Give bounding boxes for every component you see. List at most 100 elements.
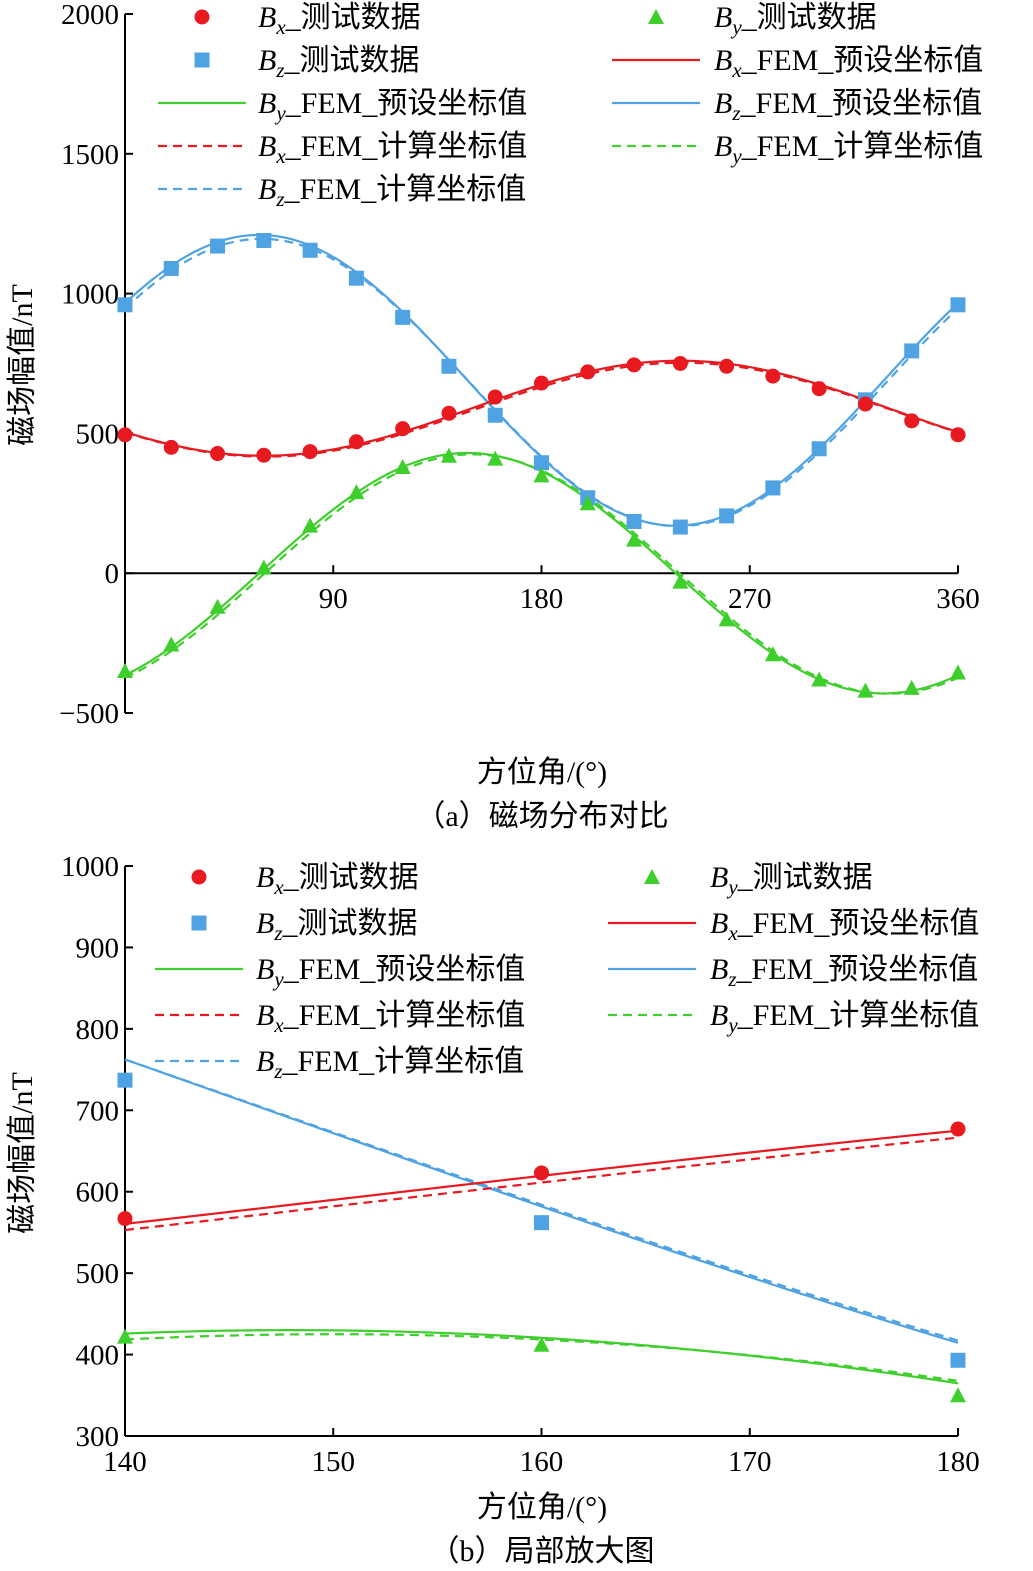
chart-b-point-by-test — [117, 1328, 133, 1344]
chart-a-point-bx-test — [117, 427, 133, 443]
chart-a-point-bz-test — [626, 513, 642, 529]
chart-b-caption: （b）局部放大图 — [430, 1535, 655, 1568]
chart-a-point-bz-test — [395, 309, 411, 325]
chart-b-legend-swatch-by-test — [644, 869, 660, 884]
chart-a-ylabel: 磁场幅值/nT — [6, 284, 39, 446]
chart-a-point-bx-test — [626, 357, 642, 373]
chart-a: 磁场幅值/nT 方位角/(°) （a）磁场分布对比 −500 0 500 1000 15… — [6, 0, 983, 833]
chart-a-xlabel: 方位角/(°) — [477, 756, 607, 789]
chart-b-ytick-label: 800 — [76, 1014, 120, 1046]
chart-a-legend-label-bx-test: Bx_测试数据 — [258, 1, 421, 39]
chart-a-point-by-test — [533, 467, 550, 483]
chart-a-point-bx-test — [441, 405, 457, 421]
chart-b-legend-label-by-fem-calc: By_FEM_计算坐标值 — [710, 999, 979, 1037]
chart-b-legend-label-bx-test: Bx_测试数据 — [256, 861, 419, 899]
chart-a-point-by-test — [348, 484, 365, 500]
chart-b-ytick-label: 500 — [76, 1258, 120, 1290]
chart-a-point-bz-test — [302, 242, 318, 258]
chart-a-point-by-test — [302, 517, 319, 533]
chart-b-ytick-label: 1000 — [61, 851, 119, 883]
chart-a-ytick-label: 1500 — [61, 139, 119, 171]
chart-b-legend-label-bz-fem-preset: Bz_FEM_预设坐标值 — [710, 953, 978, 991]
chart-a-point-by-test — [950, 664, 966, 680]
chart-a-point-bx-test — [534, 375, 549, 391]
chart-b-xtick-label: 140 — [103, 1446, 147, 1478]
chart-a-point-by-test — [579, 495, 596, 511]
chart-a-point-by-test — [440, 447, 457, 463]
chart-b-point-bx-test — [950, 1121, 966, 1137]
chart-a-point-bz-test — [811, 441, 827, 457]
chart-b-series-bz-fem-calc — [124, 1058, 959, 1342]
chart-a-ytick-label: 1000 — [61, 279, 119, 311]
chart-a-point-bx-test — [672, 356, 688, 371]
chart-b-xtick-label: 150 — [312, 1446, 356, 1478]
chart-b-xtick-label: 160 — [520, 1446, 564, 1478]
chart-b-legend-label-by-fem-preset: By_FEM_预设坐标值 — [256, 953, 525, 991]
chart-b-xlabel: 方位角/(°) — [477, 1491, 607, 1524]
chart-a-caption: （a）磁场分布对比 — [415, 800, 668, 833]
chart-b-point-bz-test — [534, 1215, 549, 1231]
chart-a-point-bx-test — [302, 444, 318, 460]
chart-a-point-bz-test — [487, 407, 503, 423]
chart-b-legend-swatch-bx-test — [191, 869, 207, 885]
chart-a-point-bx-test — [904, 413, 920, 429]
chart-b-point-bz-test — [950, 1352, 966, 1368]
chart-b-legend-label-bz-test: Bz_测试数据 — [256, 907, 418, 945]
chart-a-point-bx-test — [395, 421, 411, 437]
chart-a-legend-label-by-test: By_测试数据 — [714, 1, 877, 39]
chart-a-legend-label-bx-fem-preset: Bx_FEM_预设坐标值 — [714, 44, 983, 82]
chart-b-series-bx-fem-calc — [124, 1136, 959, 1232]
chart-b-legend-label-bz-fem-calc: Bz_FEM_计算坐标值 — [256, 1045, 524, 1083]
chart-b: 磁场幅值/nT 方位角/(°) （b）局部放大图 300 400 500 600 700… — [6, 851, 980, 1568]
chart-b-series-bz-fem-preset — [124, 1058, 959, 1344]
chart-b-legend: Bx_测试数据 By_测试数据 Bz_测试数据 Bx_FEM_预设坐标值 By_FEM_… — [155, 861, 979, 1083]
chart-a-series-bx-fem-preset — [124, 359, 959, 457]
chart-a-point-bx-test — [210, 446, 226, 462]
chart-b-point-bz-test — [117, 1072, 133, 1088]
chart-a-point-bz-test — [950, 297, 966, 313]
chart-b-point-bx-test — [117, 1211, 133, 1227]
chart-a-legend: Bx_测试数据 By_测试数据 Bz_测试数据 Bx_FEM_预设坐标值 By_FEM_… — [158, 1, 983, 211]
chart-a-xtick-label: 180 — [520, 583, 564, 615]
chart-a-point-by-test — [626, 531, 643, 547]
chart-a-point-by-test — [764, 646, 781, 662]
chart-a-point-bx-test — [719, 358, 735, 374]
chart-a-point-bz-test — [256, 232, 272, 248]
chart-a-point-bx-test — [857, 396, 873, 412]
chart-a-legend-label-by-fem-preset: By_FEM_预设坐标值 — [258, 87, 527, 125]
chart-a-point-bz-test — [765, 480, 781, 496]
chart-b-point-by-test — [533, 1336, 550, 1352]
chart-a-legend-label-bz-fem-calc: Bz_FEM_计算坐标值 — [258, 173, 526, 211]
chart-a-point-bz-test — [210, 238, 226, 254]
chart-a-ytick-label: −500 — [59, 698, 119, 730]
chart-b-legend-swatch-bz-test — [191, 915, 207, 931]
chart-a-point-by-test — [255, 559, 272, 575]
chart-b-ylabel: 磁场幅值/nT — [6, 1072, 39, 1234]
chart-a-point-bx-test — [256, 447, 272, 463]
chart-a-ytick-label: 0 — [105, 558, 120, 590]
chart-a-point-by-test — [209, 598, 226, 614]
chart-a-point-by-test — [487, 450, 504, 466]
chart-a-point-by-test — [718, 611, 735, 627]
chart-a-point-bx-test — [163, 439, 179, 455]
chart-b-xtick-label: 180 — [936, 1446, 980, 1478]
chart-a-point-by-test — [857, 682, 874, 698]
chart-b-xtick-label: 170 — [728, 1446, 772, 1478]
chart-a-xtick-label: 270 — [728, 583, 772, 615]
chart-a-point-bz-test — [441, 358, 457, 374]
chart-a-legend-label-bz-test: Bz_测试数据 — [258, 44, 420, 82]
chart-b-ytick-label: 900 — [76, 932, 120, 964]
chart-b-ytick-label: 400 — [76, 1340, 120, 1372]
chart-a-point-bz-test — [117, 297, 133, 313]
chart-a-ytick-label: 2000 — [61, 0, 119, 31]
chart-a-legend-label-bz-fem-preset: Bz_FEM_预设坐标值 — [714, 87, 982, 125]
chart-a-point-bx-test — [487, 389, 503, 405]
chart-a-point-by-test — [163, 636, 180, 652]
chart-a-point-by-test — [394, 458, 411, 474]
chart-a-legend-swatch-bz-test — [194, 52, 210, 68]
chart-b-legend-label-bx-fem-calc: Bx_FEM_计算坐标值 — [256, 999, 525, 1037]
chart-b-legend-label-bx-fem-preset: Bx_FEM_预设坐标值 — [710, 907, 979, 945]
chart-a-legend-swatch-bx-test — [194, 9, 210, 25]
chart-a-point-bz-test — [672, 519, 688, 535]
